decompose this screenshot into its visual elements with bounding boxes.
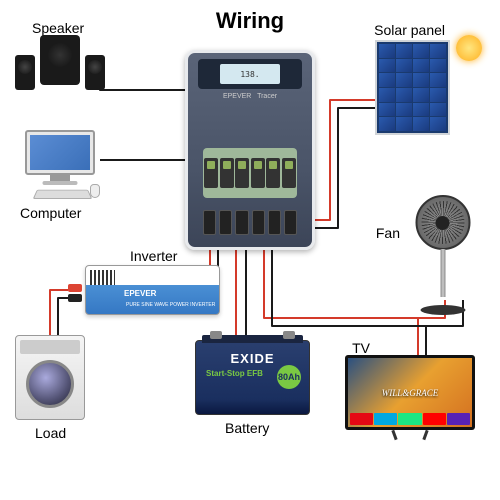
computer (15, 130, 105, 200)
solar-label: Solar panel (374, 22, 445, 38)
solar-panel (375, 40, 450, 135)
computer-label: Computer (20, 205, 81, 221)
tv-label: TV (352, 340, 370, 356)
fan-label: Fan (376, 225, 400, 241)
battery: EXIDE Start-Stop EFB 80Ah (195, 340, 310, 415)
charge-controller: 138. EPEVER Tracer (185, 50, 315, 250)
tv: WILL&GRACE (345, 355, 475, 440)
load-label: Load (35, 425, 66, 441)
tv-app-hbo (447, 413, 470, 425)
tv-app-prime (374, 413, 397, 425)
fan (405, 195, 480, 315)
inverter-label: Inverter (130, 248, 177, 264)
diagram-title: Wiring (216, 8, 284, 34)
tv-apps-row (350, 413, 470, 425)
controller-display: 138. (220, 64, 280, 84)
tv-app-hulu (398, 413, 421, 425)
speaker-label: Speaker (32, 20, 84, 36)
tv-app-youtube (423, 413, 446, 425)
tv-show-title: WILL&GRACE (382, 388, 439, 398)
battery-label: Battery (225, 420, 269, 436)
tv-app-netflix (350, 413, 373, 425)
sun-icon (456, 35, 482, 61)
washing-machine (15, 335, 85, 420)
speaker (15, 35, 105, 95)
inverter: EPEVER PURE SINE WAVE POWER INVERTER (85, 265, 220, 315)
